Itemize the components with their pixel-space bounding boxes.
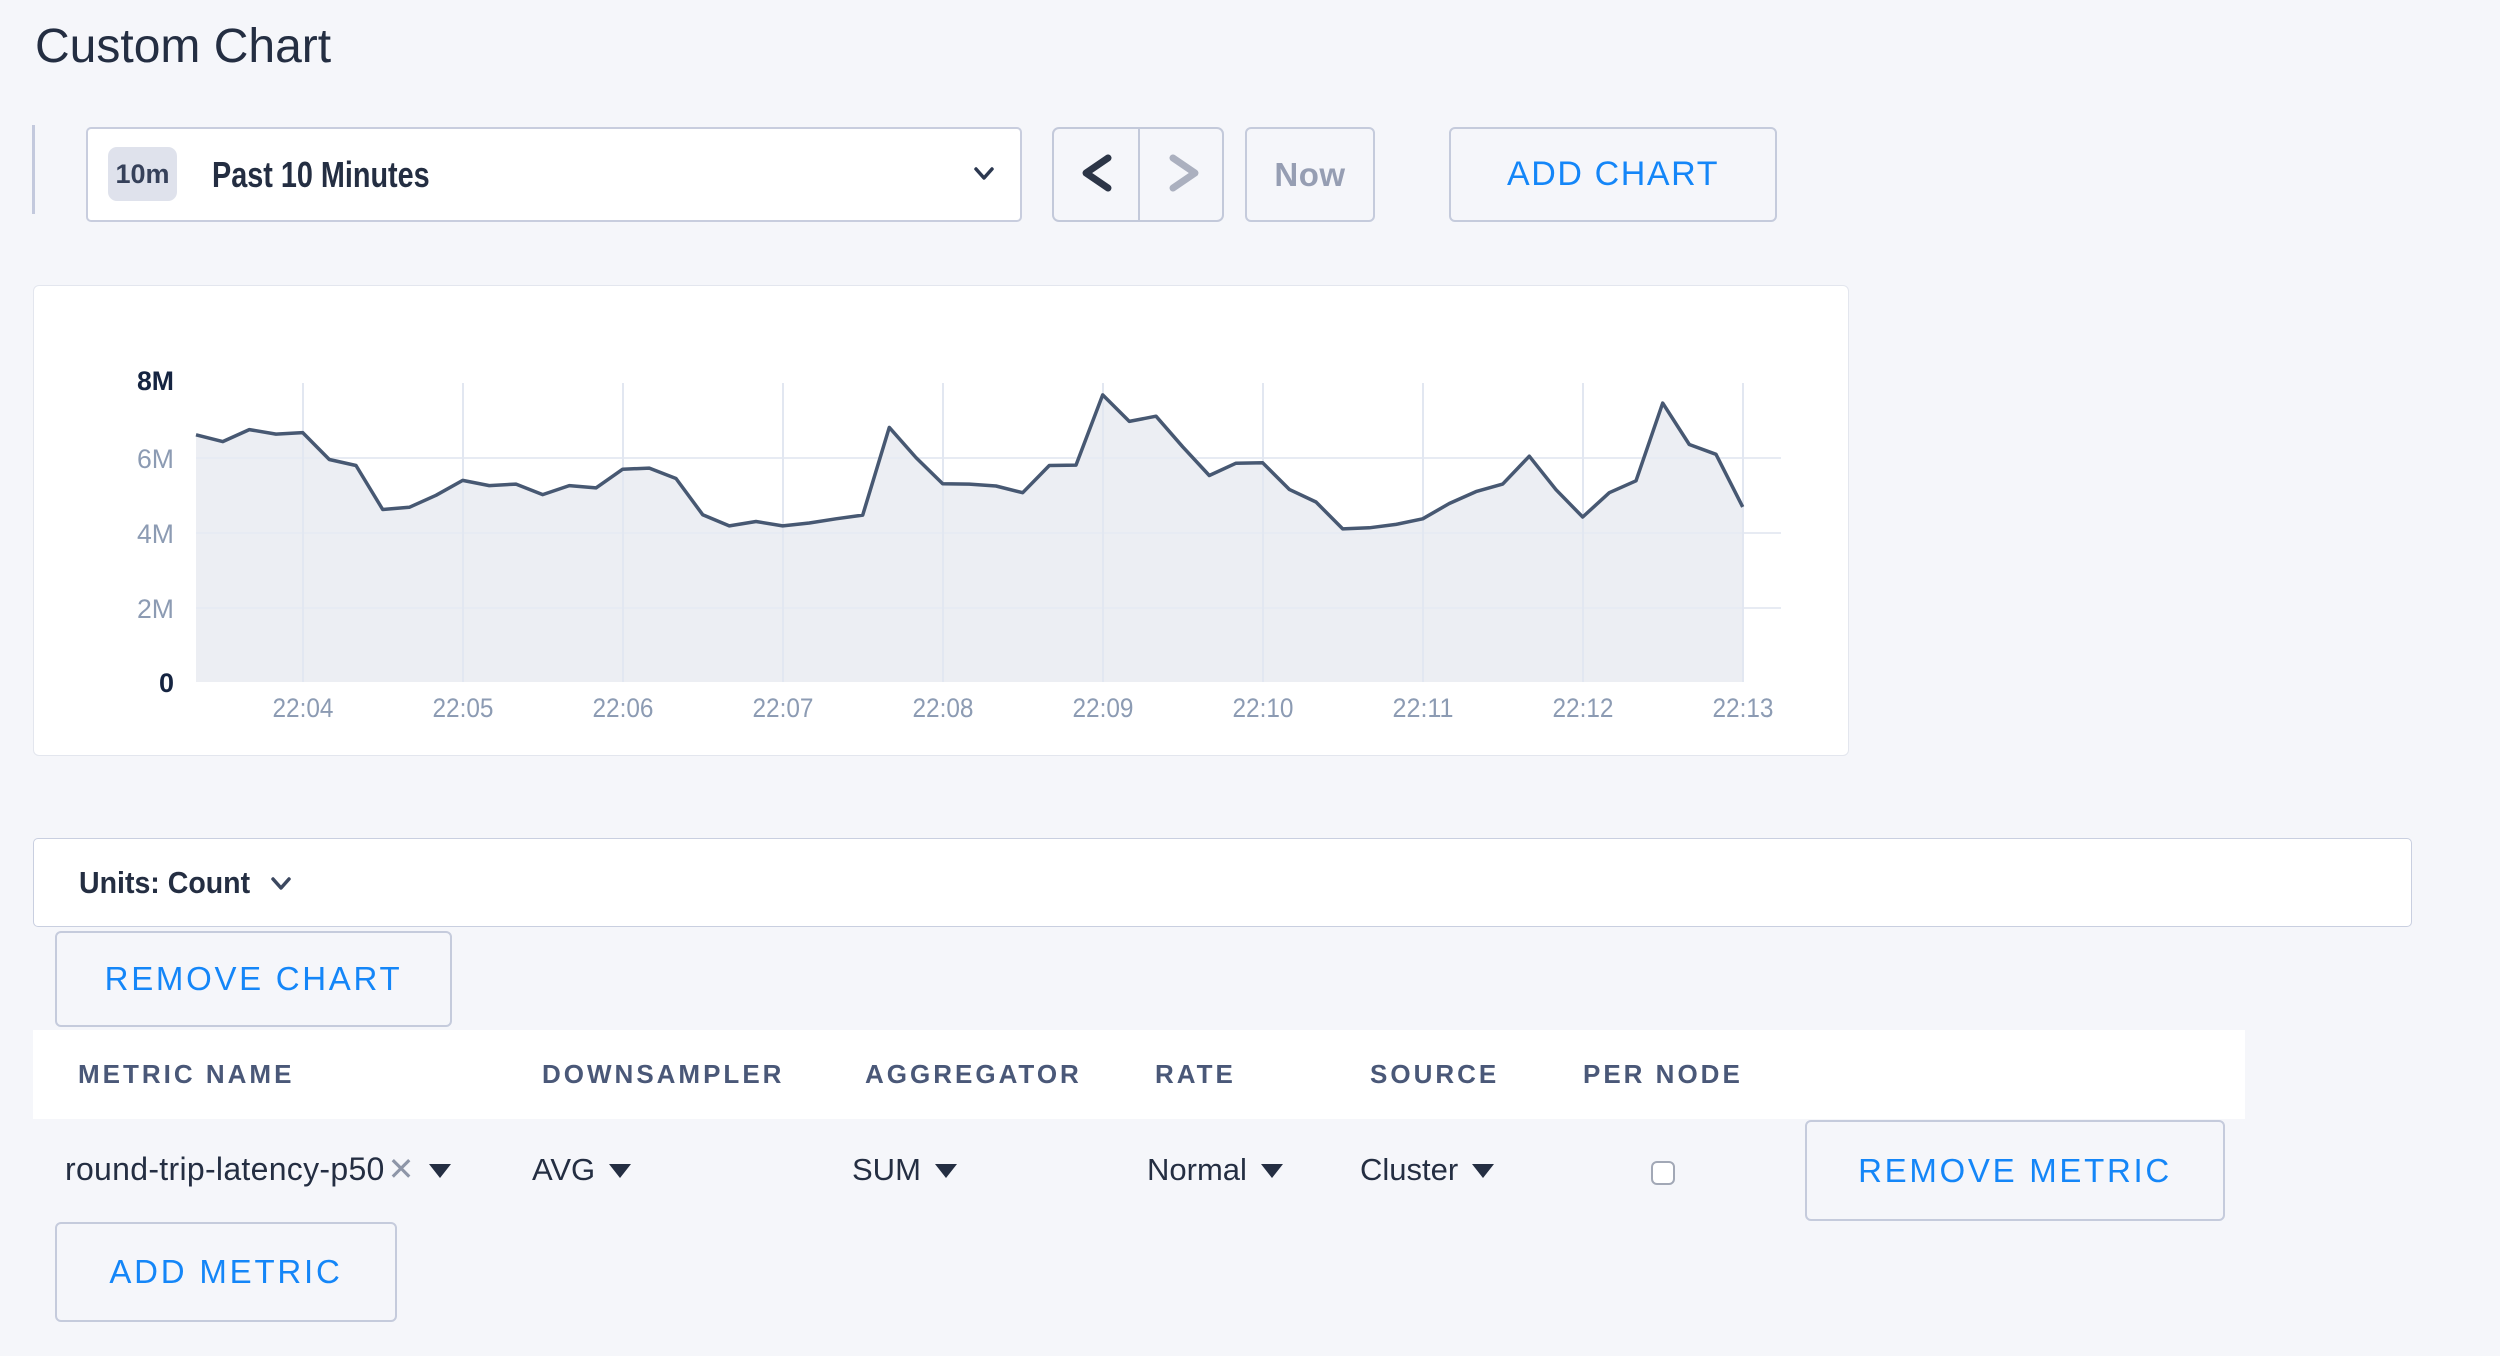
svg-text:22:13: 22:13 — [1713, 693, 1774, 723]
svg-text:22:10: 22:10 — [1233, 693, 1294, 723]
svg-text:4M: 4M — [137, 519, 174, 549]
svg-text:6M: 6M — [137, 444, 174, 474]
svg-text:22:08: 22:08 — [913, 693, 974, 723]
svg-text:22:07: 22:07 — [753, 693, 814, 723]
svg-text:8M: 8M — [137, 366, 174, 396]
svg-text:22:06: 22:06 — [593, 693, 654, 723]
svg-text:0: 0 — [159, 668, 174, 698]
svg-text:2M: 2M — [137, 594, 174, 624]
svg-text:22:05: 22:05 — [433, 693, 494, 723]
svg-text:22:12: 22:12 — [1553, 693, 1614, 723]
svg-text:22:04: 22:04 — [273, 693, 334, 723]
svg-text:22:11: 22:11 — [1393, 693, 1454, 723]
svg-text:22:09: 22:09 — [1073, 693, 1134, 723]
